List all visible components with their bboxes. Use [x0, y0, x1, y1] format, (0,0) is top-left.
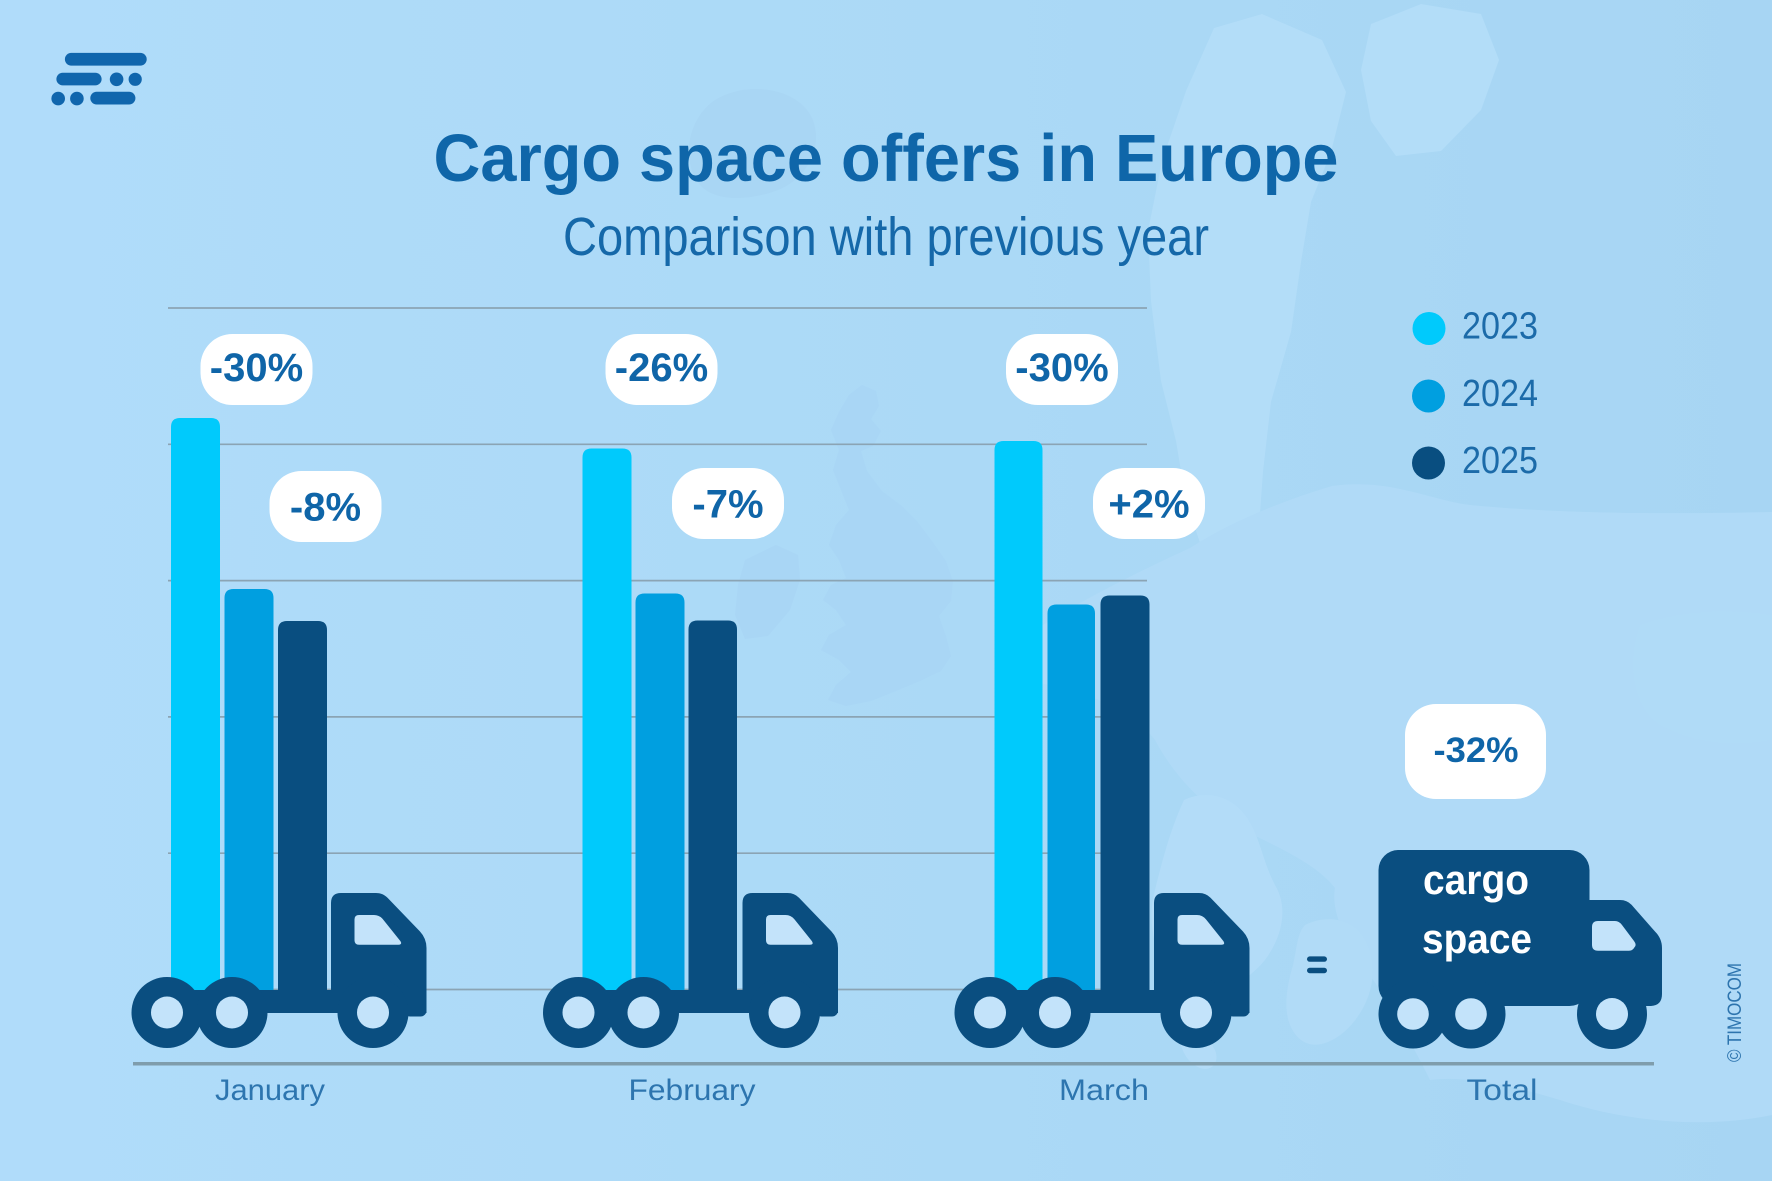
svg-text:Cargo space offers in Europe: Cargo space offers in Europe — [434, 121, 1339, 196]
svg-text:space: space — [1422, 915, 1532, 962]
svg-text:-30%: -30% — [1015, 346, 1108, 390]
svg-text:-7%: -7% — [692, 483, 763, 527]
svg-text:March: March — [1059, 1074, 1149, 1107]
svg-text:February: February — [629, 1074, 756, 1107]
svg-text:-26%: -26% — [615, 346, 708, 390]
svg-text:cargo: cargo — [1423, 856, 1529, 903]
svg-text:-30%: -30% — [210, 346, 303, 390]
svg-text:Comparison with previous year: Comparison with previous year — [563, 207, 1209, 267]
svg-text:+2%: +2% — [1108, 483, 1189, 527]
svg-text:-32%: -32% — [1434, 730, 1519, 770]
svg-text:2024: 2024 — [1462, 373, 1538, 415]
svg-text:January: January — [215, 1074, 325, 1107]
svg-text:2025: 2025 — [1462, 440, 1538, 482]
svg-text:2023: 2023 — [1462, 306, 1538, 348]
svg-text:© TIMOCOM: © TIMOCOM — [1725, 963, 1746, 1062]
svg-text:Total: Total — [1467, 1074, 1538, 1107]
svg-text:-8%: -8% — [290, 486, 361, 530]
